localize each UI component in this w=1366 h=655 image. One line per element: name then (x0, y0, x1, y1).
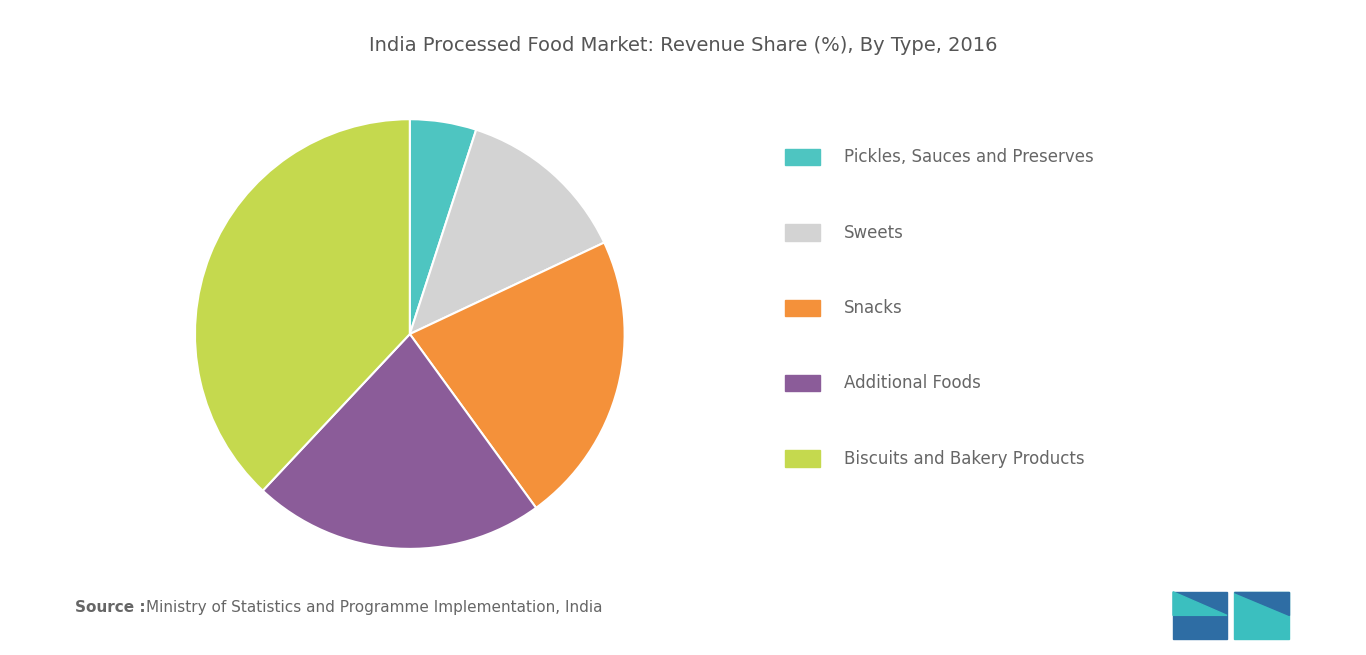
Text: Biscuits and Bakery Products: Biscuits and Bakery Products (844, 449, 1085, 468)
Wedge shape (410, 130, 604, 334)
Text: Sweets: Sweets (844, 223, 904, 242)
Polygon shape (1235, 592, 1288, 616)
Text: Ministry of Statistics and Programme Implementation, India: Ministry of Statistics and Programme Imp… (146, 601, 602, 615)
Polygon shape (1173, 592, 1227, 616)
Wedge shape (195, 119, 410, 491)
Text: India Processed Food Market: Revenue Share (%), By Type, 2016: India Processed Food Market: Revenue Sha… (369, 36, 997, 55)
Polygon shape (1173, 592, 1227, 639)
Text: Snacks: Snacks (844, 299, 903, 317)
Polygon shape (1235, 592, 1288, 639)
Text: Pickles, Sauces and Preserves: Pickles, Sauces and Preserves (844, 148, 1094, 166)
Wedge shape (410, 119, 477, 334)
Wedge shape (410, 242, 624, 508)
Text: Source :: Source : (75, 601, 152, 615)
Wedge shape (262, 334, 535, 549)
Text: Additional Foods: Additional Foods (844, 374, 981, 392)
